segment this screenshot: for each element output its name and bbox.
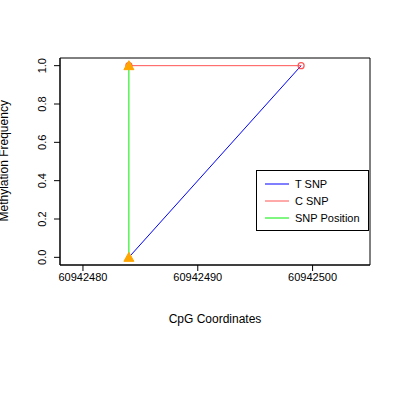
svg-text:1.0: 1.0 (36, 58, 48, 73)
html-text:SNP Position: SNP Position (295, 211, 360, 224)
svg-text:0.2: 0.2 (36, 211, 48, 226)
svg-text:0.0: 0.0 (36, 250, 48, 265)
svg-text:60942490: 60942490 (173, 271, 222, 283)
svg-text:60942480: 60942480 (58, 271, 107, 283)
html-text:T SNP: T SNP (295, 177, 328, 190)
svg-text:Methylation Frequency: Methylation Frequency (8, 100, 11, 221)
svg-text:CpG Coordinates: CpG Coordinates (169, 312, 262, 326)
svg-text:0.6: 0.6 (36, 135, 48, 150)
svg-text:0.8: 0.8 (36, 96, 48, 111)
svg-text:0.4: 0.4 (36, 173, 48, 188)
svg-text:60942500: 60942500 (288, 271, 337, 283)
html-text:C SNP: C SNP (295, 194, 329, 207)
